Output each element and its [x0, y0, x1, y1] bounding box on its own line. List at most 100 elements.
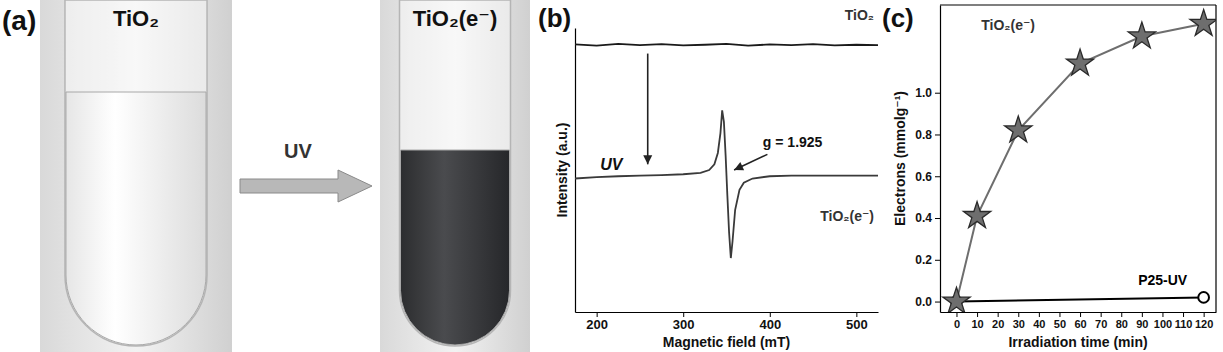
suspension — [66, 92, 206, 345]
x-tick-label: 400 — [759, 317, 781, 332]
x-tick-label: 120 — [1195, 318, 1213, 330]
x-tick-label: 40 — [1033, 318, 1045, 330]
x-tick: 100 — [1154, 312, 1172, 330]
figure-svg: (a)TiO₂TiO₂(e⁻)UV200300400500Magnetic fi… — [0, 0, 1223, 352]
marker — [1066, 49, 1093, 75]
y-tick-label: 0.6 — [915, 170, 932, 184]
x-tick: 110 — [1175, 312, 1193, 330]
y-tick: 0.6 — [915, 170, 940, 184]
panel-a: (a) TiO₂ TiO₂(e⁻) UV — [2, 0, 530, 352]
chart: 01020304050607080901001101200.00.20.40.6… — [882, 3, 1217, 350]
x-axis-title: Irradiation time (min) — [1008, 334, 1147, 350]
x-tick: 20 — [992, 312, 1004, 330]
photo-background — [40, 0, 232, 352]
photo-background — [380, 0, 530, 352]
marker — [1128, 22, 1155, 48]
x-tick-label: 60 — [1074, 318, 1086, 330]
panel-label: (a) — [2, 5, 36, 36]
y-tick-label: 0.0 — [915, 295, 932, 309]
frame-right — [1215, 5, 1216, 312]
photo: TiO₂(e⁻) — [380, 0, 530, 352]
annotation-arrowhead — [643, 155, 652, 164]
y-tick-label: 0.2 — [915, 253, 932, 267]
series-line — [575, 110, 878, 258]
y-axis: 0.0 0.2 0.4 0.6 0.8 1.0 — [915, 6, 940, 313]
y-tick: 0.8 — [915, 128, 940, 142]
series-label: TiO₂(e⁻) — [820, 208, 874, 224]
x-tick-mark — [1080, 312, 1081, 317]
x-tick: 90 — [1136, 312, 1148, 330]
y-axis-line — [940, 6, 941, 313]
x-tick-mark — [1018, 312, 1019, 317]
series-line — [575, 44, 878, 46]
x-tick-label: 500 — [846, 317, 868, 332]
arrow-label: UV — [284, 140, 312, 162]
x-tick-label: 0 — [954, 318, 960, 330]
y-tick-mark — [935, 134, 940, 135]
photo-label: TiO₂(e⁻) — [413, 6, 498, 31]
y-tick-mark — [935, 218, 940, 219]
x-tick-mark — [1142, 312, 1143, 317]
y-tick-mark — [935, 260, 940, 261]
y-axis — [575, 29, 576, 313]
x-tick-mark — [1039, 312, 1040, 317]
x-tick-label: 30 — [1013, 318, 1025, 330]
panel-label: (c) — [882, 3, 914, 33]
marker — [1198, 292, 1209, 303]
series-line — [956, 24, 1203, 302]
chart: 200300400500Magnetic field (mT)Intensity… — [538, 3, 879, 350]
y-tick-label: 1.0 — [915, 86, 932, 100]
x-tick: 40 — [1033, 312, 1045, 330]
annotation: UV — [600, 156, 624, 173]
x-tick: 500 — [846, 312, 868, 332]
x-tick-mark — [1121, 312, 1122, 317]
x-tick-label: 110 — [1175, 318, 1193, 330]
y-tick: 0.2 — [915, 253, 940, 267]
x-tick-mark — [1101, 312, 1102, 317]
x-tick: 50 — [1054, 312, 1066, 330]
x-tick-mark — [1162, 312, 1163, 317]
x-tick-mark — [998, 312, 999, 317]
y-tick-mark — [935, 302, 940, 303]
x-tick-label: 20 — [992, 318, 1004, 330]
x-tick-mark — [1183, 312, 1184, 317]
x-tick-label: 90 — [1136, 318, 1148, 330]
frame-top — [940, 4, 1216, 5]
annotation-arrowhead — [734, 162, 744, 170]
process-arrow — [240, 170, 372, 202]
marker — [1005, 116, 1032, 142]
marker — [943, 287, 970, 312]
x-tick: 300 — [673, 312, 695, 332]
y-tick-label: 0.4 — [915, 211, 932, 225]
x-tick: 0 — [954, 312, 960, 330]
x-tick: 70 — [1095, 312, 1107, 330]
test-tube — [65, 0, 207, 346]
x-tick-mark — [977, 312, 978, 317]
y-tick-mark — [935, 93, 940, 94]
x-axis-line — [941, 312, 1217, 313]
series-line — [956, 297, 1203, 301]
plot-area — [943, 9, 1216, 312]
x-tick: 10 — [971, 312, 983, 330]
panel-label: (b) — [538, 3, 571, 33]
y-axis-line — [575, 29, 576, 313]
y-axis-title: Electrons (mmolg⁻¹) — [892, 91, 908, 226]
suspension — [401, 150, 510, 345]
y-tick: 0.0 — [915, 295, 940, 309]
x-tick-label: 50 — [1054, 318, 1066, 330]
y-tick: 0.4 — [915, 211, 940, 225]
y-axis-title: Intensity (a.u.) — [554, 123, 570, 218]
x-tick-label: 100 — [1154, 318, 1172, 330]
x-axis-line — [576, 312, 879, 313]
photo-label: TiO₂ — [113, 6, 159, 31]
x-tick-label: 10 — [971, 318, 983, 330]
x-tick-mark — [1204, 312, 1205, 317]
annotation-arrow — [647, 54, 649, 165]
figure: (a)TiO₂TiO₂(e⁻)UV200300400500Magnetic fi… — [0, 0, 1223, 352]
x-tick: 400 — [759, 312, 781, 332]
x-tick-mark — [956, 312, 957, 317]
series-label: P25-UV — [1138, 272, 1188, 288]
annotation-arrow — [734, 154, 767, 170]
x-axis: 0102030405060708090100110120 — [941, 312, 1217, 330]
x-tick: 200 — [586, 312, 608, 332]
